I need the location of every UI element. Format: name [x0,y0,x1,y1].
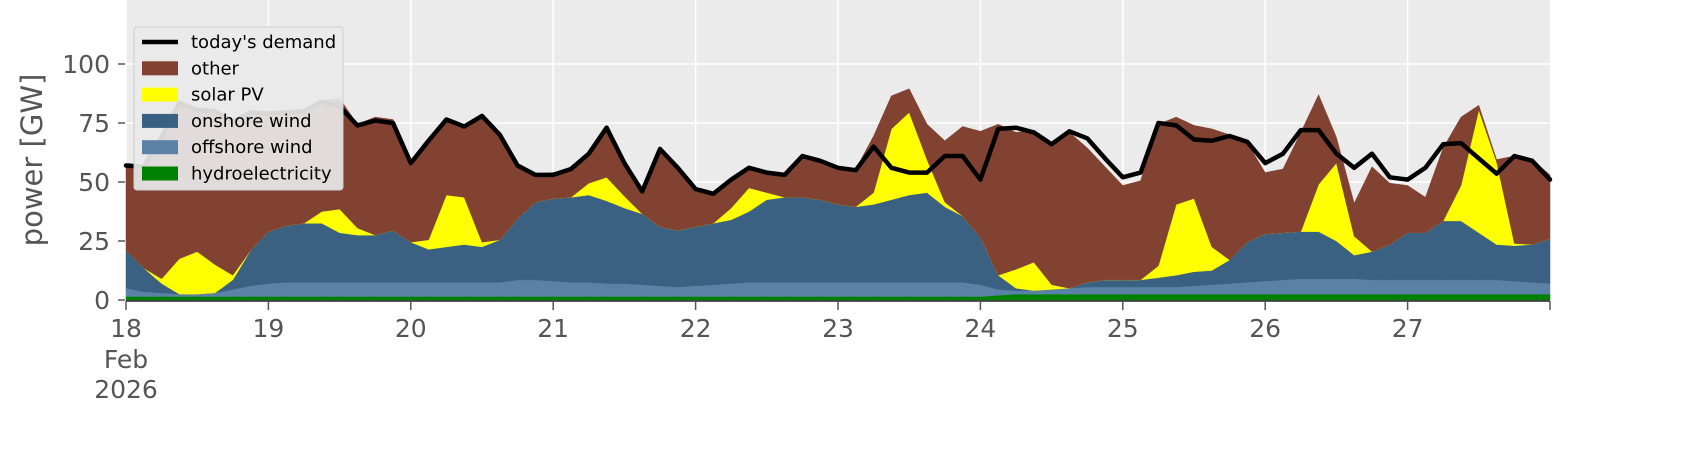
legend-label-offshore-wind: offshore wind [191,137,313,158]
x-tick-label: 26 [1249,314,1281,343]
x-tick-label: 21 [537,314,569,343]
legend-swatch-onshore-wind [142,113,178,128]
legend-label-hydroelectricity: hydroelectricity [191,164,332,185]
legend-label-solar-pv: solar PV [191,85,264,106]
x-tick-label: 25 [1107,314,1139,343]
x-tick-sublabel-year: 2026 [94,375,158,404]
legend-swatch-offshore-wind [142,140,178,155]
x-tick-label: 18 [110,314,142,343]
x-tick-label: 20 [395,314,427,343]
legend-label-onshore-wind: onshore wind [191,111,312,132]
x-tick-label: 24 [964,314,996,343]
legend-swatch-other [142,61,178,76]
y-axis-label: power [GW] [15,74,49,247]
y-tick-label: 50 [78,168,110,197]
legend-label-other: other [191,58,240,79]
y-tick-label: 75 [78,109,110,138]
x-tick-sublabel-month: Feb [104,345,148,374]
demand-line [123,99,1553,197]
y-tick-label: 100 [62,50,110,79]
legend: today's demand other solar PV onshore wind o… [133,26,344,191]
x-tick-label: 23 [822,314,854,343]
legend-box [133,26,344,191]
y-axis: 0 25 50 75 100 [62,50,125,315]
y-tick-label: 0 [94,286,110,315]
legend-swatch-hydroelectricity [142,166,178,181]
x-tick-label: 19 [252,314,284,343]
y-tick-label: 25 [78,227,110,256]
legend-swatch-solar-pv [142,87,178,102]
x-tick-label: 22 [680,314,712,343]
legend-label-today-s-demand: today's demand [191,32,336,53]
x-tick-label: 27 [1392,314,1424,343]
demand-layer [123,99,1553,197]
